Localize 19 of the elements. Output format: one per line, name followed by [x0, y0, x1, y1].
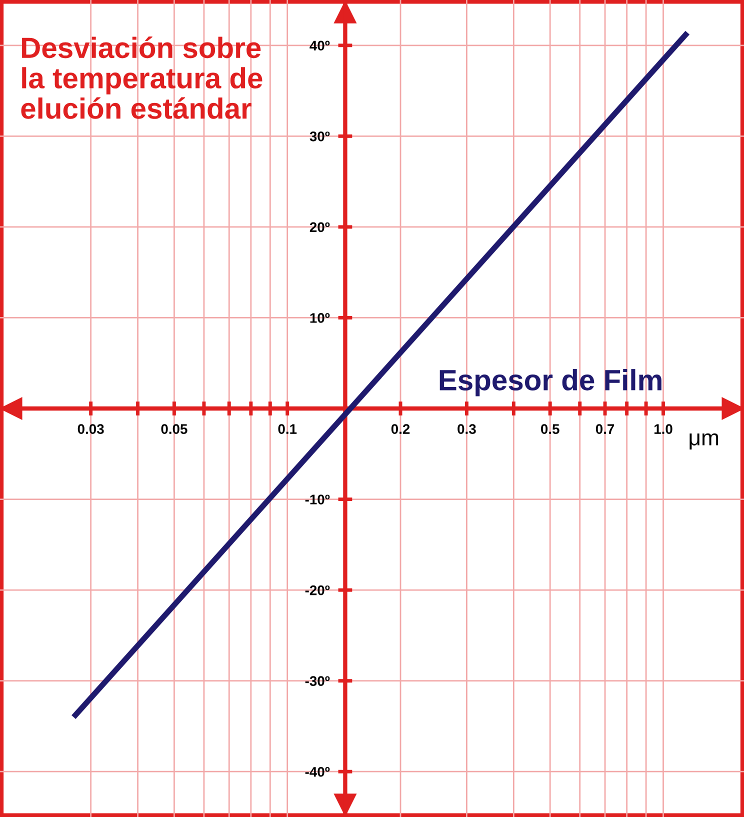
y-tick-label: 30º	[310, 132, 330, 142]
y-axis-title: Desviación sobre la temperatura de elución estándar	[21, 36, 262, 119]
x-tick-label: 0.7	[596, 424, 614, 434]
x-axis-title: Espesor de Film	[440, 369, 662, 396]
annotation: μm	[690, 433, 718, 450]
y-tick-label: -10º	[305, 494, 330, 504]
y-tick-label: 20º	[310, 222, 330, 232]
x-tick-label: 0.05	[161, 424, 188, 434]
y-tick-label: 40º	[310, 40, 330, 51]
x-tick-label: 0.3	[458, 424, 476, 434]
y-tick-label: -20º	[305, 585, 330, 596]
y-tick-label: -30º	[305, 676, 330, 686]
y-tick-label: 10º	[310, 313, 330, 323]
x-tick-label: 0.2	[391, 424, 410, 434]
x-tick-label: 0.1	[278, 424, 297, 434]
x-tick-label: 0.03	[78, 424, 104, 434]
y-tick-label: -40º	[305, 766, 330, 777]
x-tick-label: 1.0	[654, 424, 672, 434]
x-tick-label: 0.5	[540, 424, 560, 434]
